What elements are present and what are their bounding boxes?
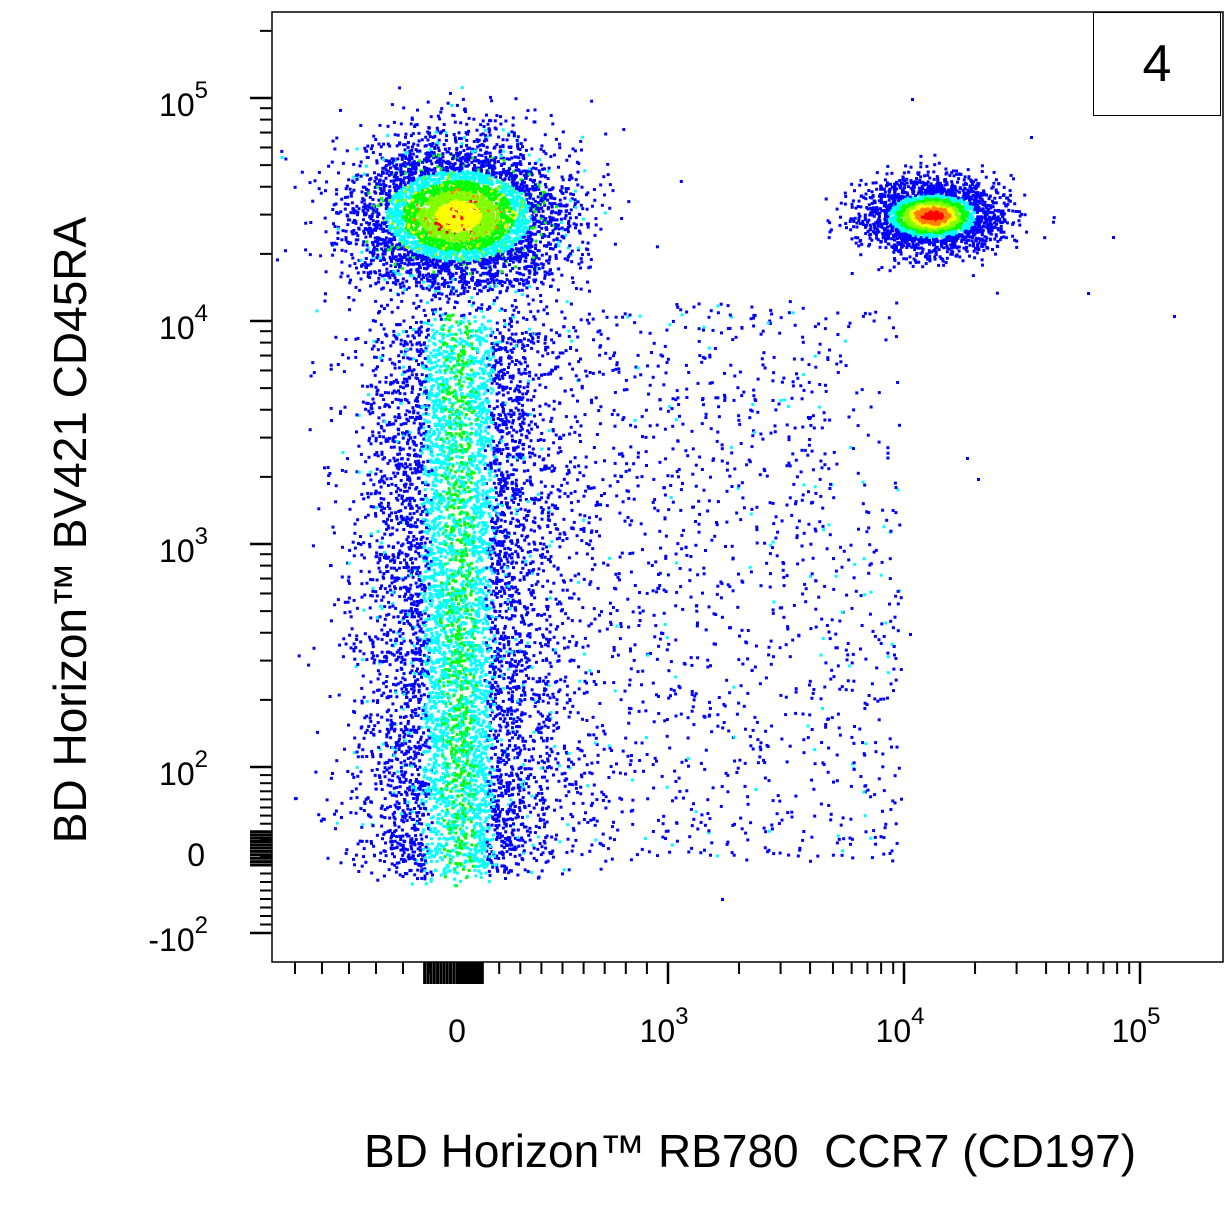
y-minor-ticks — [250, 29, 272, 935]
y-tick-label: 104 — [159, 300, 208, 346]
density-points — [276, 86, 1176, 901]
y-tick-label: 105 — [159, 77, 208, 123]
y-tick-label: -102 — [148, 912, 208, 958]
y-tick-label: 0 — [187, 837, 205, 873]
x-axis-label: BD Horizon™ RB780 CCR7 (CD197) — [363, 1125, 1137, 1177]
x-tick-label: 0 — [448, 1013, 466, 1049]
x-tick-label: 104 — [876, 1003, 925, 1049]
panel-label: 4 — [1093, 12, 1221, 116]
x-minor-ticks — [294, 962, 1142, 984]
y-axis-label: BD Horizon™ BV421 CD45RA — [44, 216, 96, 844]
x-tick-label: 105 — [1112, 1003, 1161, 1049]
y-tick-labels: -102 0 102 103 104 105 — [148, 77, 208, 958]
x-tick-label: 103 — [640, 1003, 689, 1049]
y-tick-label: 102 — [159, 746, 208, 792]
x-tick-labels: 0 103 104 105 — [448, 1003, 1160, 1049]
plot-frame — [271, 11, 1224, 963]
y-tick-label: 103 — [159, 523, 208, 569]
